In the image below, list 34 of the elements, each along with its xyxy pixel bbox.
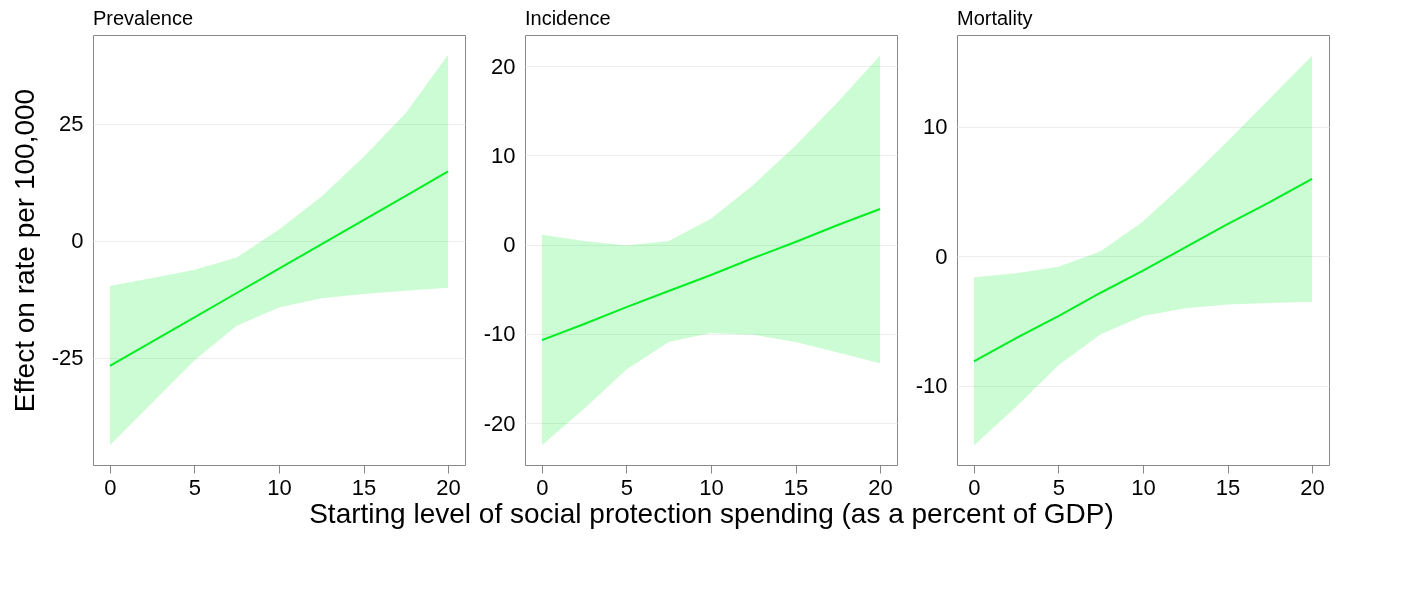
line-series [108,170,450,367]
x-tick-label: 20 [868,474,893,500]
x-tick-label: 15 [351,474,377,500]
y-tick-label: 0 [71,228,84,254]
x-tick-label: 5 [188,474,202,500]
y-tick-label: 25 [59,111,84,137]
y-axis-title: Effect on rate per 100,000 [8,88,40,413]
x-tick-label: 15 [783,474,809,500]
chart-title: Incidence [525,7,611,29]
chart-title: Prevalence [93,7,194,29]
y-tick-label: 10 [491,142,516,168]
y-tick-label: 0 [503,232,516,258]
x-tick-label: 20 [436,474,461,500]
line-series [972,177,1314,363]
x-tick-label: 5 [1052,474,1066,500]
x-axis-title: Starting level of social protection spending (as a percent of GDP) [309,497,1114,529]
y-tick-label: 10 [923,114,948,140]
y-tick-label: -25 [51,345,84,370]
x-tick-label: 0 [536,474,549,500]
x-tick-label: 10 [267,474,292,500]
y-tick-label: -20 [483,410,516,436]
y-tick-label: 20 [491,53,516,79]
y-tick-label: -10 [915,373,948,399]
x-tick-label: 0 [104,474,117,500]
x-tick-label: 10 [1131,474,1156,500]
x-tick-label: 5 [620,474,634,500]
chart-title: Mortality [957,7,1033,29]
y-tick-label: -10 [483,321,516,347]
y-tick-label: 0 [935,243,948,269]
x-tick-label: 20 [1300,474,1325,500]
x-tick-label: 10 [699,474,724,500]
x-tick-label: 0 [968,474,981,500]
x-tick-label: 15 [1215,474,1241,500]
line-series [540,207,882,342]
